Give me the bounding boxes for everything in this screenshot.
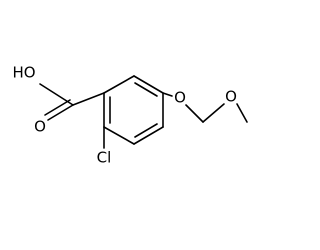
atom-label: O	[225, 88, 237, 106]
bond	[103, 75, 135, 94]
double-bond	[134, 123, 158, 138]
bond	[185, 104, 204, 123]
atom-label: O	[34, 118, 46, 136]
bond	[103, 126, 135, 145]
atom-label: HO	[12, 64, 35, 82]
bond	[202, 103, 225, 123]
bond	[236, 103, 248, 123]
molecule-diagram: HO O Cl O O	[12, 64, 248, 167]
atom-label: Cl	[97, 149, 112, 167]
double-bond	[44, 99, 71, 116]
bond	[162, 92, 173, 97]
bond	[72, 92, 105, 106]
double-bond	[134, 82, 158, 97]
bond	[133, 75, 164, 94]
atom-label: O	[174, 89, 186, 107]
bond	[47, 104, 74, 121]
bonds	[39, 75, 248, 149]
bond	[133, 126, 164, 145]
